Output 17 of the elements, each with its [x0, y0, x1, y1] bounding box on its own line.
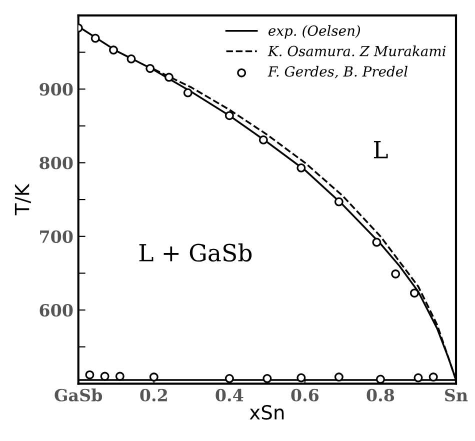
y-axis-title: T/K — [14, 184, 31, 216]
x-tick-label: 0.8 — [366, 388, 394, 402]
y-tick-label: 800 — [40, 156, 73, 170]
x-tick-label: 0.2 — [140, 388, 167, 402]
legend-label: exp. (Oelsen) — [268, 25, 360, 39]
y-tick-label: 900 — [40, 83, 73, 96]
annotation: L — [374, 140, 388, 158]
annotation: L + GaSb — [139, 243, 252, 262]
x-tick-label: Sn — [445, 388, 468, 402]
x-tick-label: 0.4 — [216, 388, 244, 402]
x-tick-label: GaSb — [54, 388, 102, 402]
y-tick-label: 600 — [40, 304, 73, 317]
y-tick-label: 700 — [40, 230, 73, 243]
x-tick-label: 0.6 — [291, 388, 319, 402]
x-axis-title: xSn — [250, 405, 284, 420]
legend-label: F. Gerdes, B. Predel — [268, 66, 408, 78]
legend-label: K. Osamura. Z Murakami — [268, 46, 446, 56]
